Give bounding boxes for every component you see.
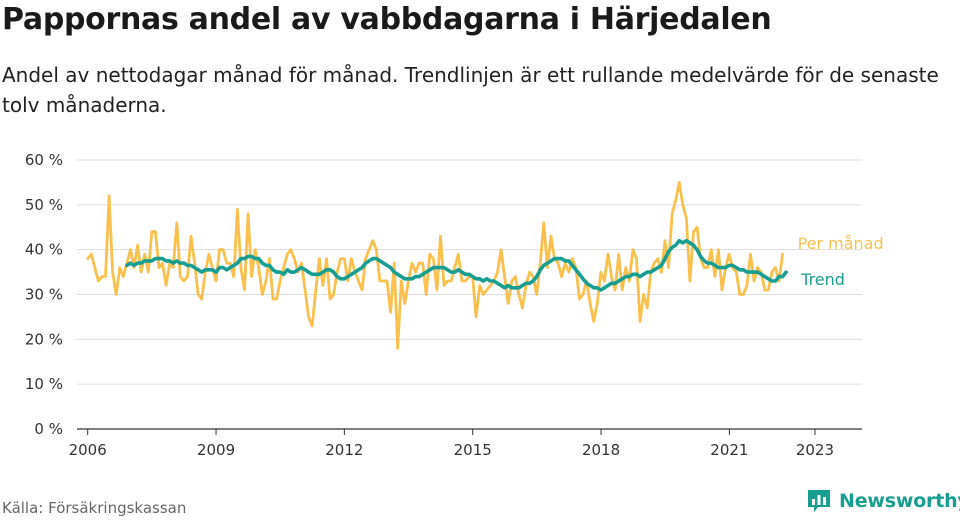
x-tick-label: 2015 xyxy=(454,441,492,459)
trend-series-line xyxy=(125,238,788,292)
y-tick-label: 40 % xyxy=(25,241,63,259)
x-tick-label: 2018 xyxy=(582,441,620,459)
chart-title: Pappornas andel av vabbdagarna i Härjeda… xyxy=(2,2,772,37)
x-tick-label: 2006 xyxy=(69,441,107,459)
y-tick-label: 30 % xyxy=(25,286,63,304)
x-tick-label: 2012 xyxy=(325,441,363,459)
x-tick-label: 2021 xyxy=(710,441,748,459)
y-tick-label: 10 % xyxy=(25,375,63,393)
x-tick-label: 2023 xyxy=(796,441,834,459)
trend-series-label: Trend xyxy=(800,270,845,289)
newsworthy-logo-icon xyxy=(808,490,830,512)
y-tick-label: 50 % xyxy=(25,196,63,214)
y-tick-label: 0 % xyxy=(34,420,63,438)
y-tick-label: 20 % xyxy=(25,330,63,348)
source-note: Källa: Försäkringskassan xyxy=(2,499,187,517)
x-tick-label: 2009 xyxy=(197,441,235,459)
brand-name: Newsworthy xyxy=(839,490,960,512)
chart-subtitle: Andel av nettodagar månad för månad. Tre… xyxy=(2,63,939,117)
y-tick-label: 60 % xyxy=(25,151,63,169)
monthly-series-label: Per månad xyxy=(798,234,884,253)
brand-logo: Newsworthy xyxy=(806,488,960,514)
